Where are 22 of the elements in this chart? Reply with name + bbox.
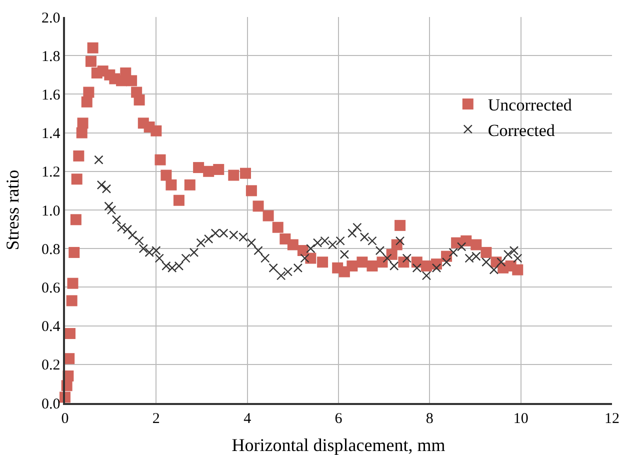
- y-tick-label: 2.0: [42, 10, 60, 26]
- y-axis-title: Stress ratio: [2, 170, 22, 250]
- y-tick-label: 1.4: [42, 126, 61, 142]
- x-tick-label: 6: [334, 410, 343, 427]
- y-tick-label: 1.2: [42, 164, 60, 181]
- x-tick-label: 12: [604, 410, 620, 427]
- x-tick-label: 10: [513, 410, 528, 427]
- x-tick-label: 4: [244, 410, 252, 427]
- y-tick-label: 1.6: [42, 87, 61, 104]
- y-tick-label: 1.0: [42, 203, 60, 220]
- y-tick-label: 0.6: [42, 280, 61, 296]
- x-tick-label: 8: [426, 410, 434, 427]
- y-tick-label: 0.4: [42, 319, 61, 336]
- y-tick-label: 0.0: [42, 396, 60, 412]
- y-tick-label: 0.2: [42, 358, 60, 374]
- legend-label: Uncorrected: [488, 96, 572, 115]
- x-axis-title: Horizontal displacement, mm: [232, 435, 446, 455]
- legend-label: Corrected: [488, 120, 556, 140]
- y-tick-label: 0.8: [42, 242, 60, 258]
- y-tick-label: 1.8: [42, 48, 60, 65]
- x-tick-label: 0: [61, 410, 69, 427]
- x-tick-label: 2: [152, 410, 160, 427]
